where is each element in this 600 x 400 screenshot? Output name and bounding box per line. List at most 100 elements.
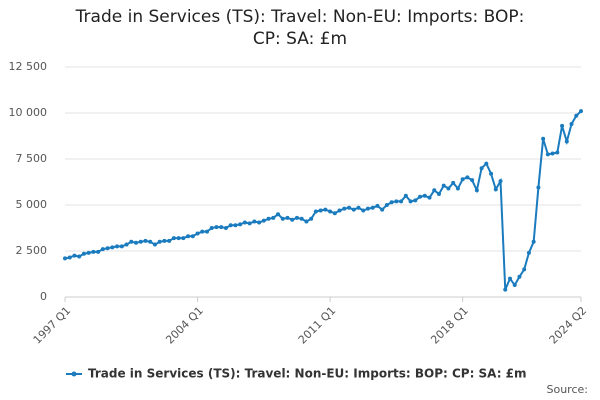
data-point — [579, 109, 583, 114]
data-point — [129, 239, 134, 244]
data-point — [157, 239, 162, 244]
series-line — [64, 110, 582, 291]
data-point — [347, 205, 352, 210]
data-point — [328, 209, 333, 214]
data-point — [455, 186, 460, 191]
data-point — [413, 198, 418, 203]
data-point — [337, 208, 342, 213]
data-point — [370, 205, 375, 210]
data-point — [361, 208, 366, 213]
data-point — [550, 151, 555, 156]
data-point — [507, 276, 512, 281]
data-point — [451, 180, 456, 185]
data-point — [200, 229, 205, 234]
y-tick-label: 10 000 — [9, 106, 48, 119]
data-point — [512, 283, 517, 288]
data-point — [77, 254, 82, 259]
data-point — [228, 223, 233, 228]
data-point — [119, 244, 124, 249]
data-point — [290, 217, 295, 222]
data-point — [134, 240, 139, 245]
data-point — [190, 234, 195, 239]
data-point — [526, 250, 531, 255]
data-point — [261, 218, 266, 223]
data-point — [252, 219, 257, 224]
data-point — [356, 205, 361, 210]
data-point — [223, 226, 228, 230]
x-tick-label: 1997 Q1 — [31, 304, 74, 347]
data-point — [148, 239, 153, 244]
x-tick-label: 2024 Q2 — [547, 304, 590, 347]
data-point — [399, 199, 404, 204]
data-point — [389, 200, 394, 205]
legend-label: Trade in Services (TS): Travel: Non-EU: … — [88, 367, 527, 381]
data-point — [124, 242, 129, 247]
data-point — [152, 242, 157, 247]
data-point — [63, 256, 67, 261]
x-tick-label: 2018 Q1 — [428, 304, 471, 347]
data-point — [351, 207, 356, 212]
data-point — [171, 236, 176, 241]
data-point — [318, 208, 323, 213]
data-point — [304, 219, 309, 224]
x-tick-label: 2004 Q1 — [163, 304, 206, 347]
data-point — [67, 255, 72, 260]
data-point — [299, 216, 304, 221]
data-point — [342, 206, 347, 211]
data-point — [536, 185, 541, 190]
data-point — [441, 183, 446, 188]
data-point — [498, 179, 503, 184]
data-point — [474, 188, 479, 193]
legend-marker — [71, 371, 77, 377]
data-point — [115, 244, 120, 249]
data-point — [247, 221, 252, 226]
data-point — [436, 191, 441, 196]
data-point — [100, 247, 105, 252]
data-point — [522, 267, 527, 272]
data-point — [569, 122, 574, 127]
data-point — [564, 139, 569, 144]
data-point — [432, 188, 437, 193]
data-point — [238, 222, 243, 227]
data-point — [427, 195, 432, 200]
data-point — [332, 211, 337, 216]
data-point — [266, 216, 271, 221]
data-point — [167, 238, 172, 243]
data-point — [313, 209, 318, 214]
data-point — [517, 274, 522, 279]
data-point — [186, 234, 191, 239]
y-tick-label: 5 000 — [16, 198, 48, 211]
data-point — [280, 216, 285, 221]
data-point — [176, 236, 181, 241]
data-point — [560, 123, 565, 128]
data-point — [380, 207, 385, 212]
data-point — [86, 250, 91, 255]
data-point — [276, 212, 281, 217]
data-point — [105, 246, 110, 251]
y-tick-label: 12 500 — [9, 60, 48, 73]
data-point — [408, 199, 413, 204]
data-point — [465, 175, 470, 180]
data-point — [96, 249, 101, 254]
y-tick-label: 7 500 — [16, 152, 48, 165]
x-tick-label: 2011 Q1 — [296, 304, 339, 347]
data-point — [531, 239, 536, 244]
data-point — [545, 152, 550, 157]
data-point — [422, 193, 427, 198]
data-point — [242, 220, 247, 225]
data-point — [446, 186, 451, 191]
data-point — [81, 251, 86, 256]
data-point — [214, 225, 219, 230]
data-point — [285, 215, 290, 220]
data-point — [375, 203, 380, 208]
data-point — [233, 223, 238, 228]
data-point — [195, 231, 200, 236]
data-point — [555, 150, 560, 155]
chart-title: Trade in Services (TS): Travel: Non-EU: … — [75, 7, 525, 49]
data-point — [460, 177, 465, 182]
data-point — [143, 238, 148, 243]
data-point — [205, 229, 210, 234]
data-point — [271, 215, 276, 220]
data-point — [72, 253, 77, 258]
